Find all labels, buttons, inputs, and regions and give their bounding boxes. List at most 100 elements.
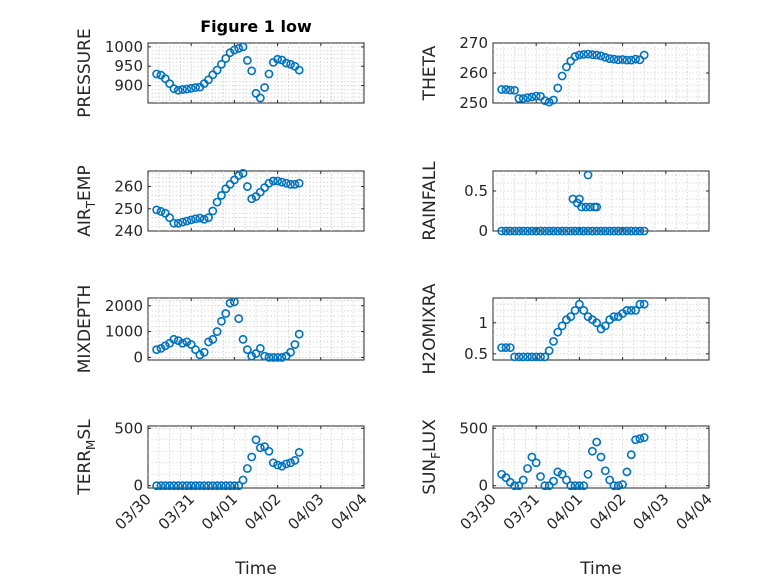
data-point <box>609 312 619 321</box>
data-point <box>592 202 602 212</box>
data-point <box>553 226 563 236</box>
data-point <box>234 44 244 53</box>
data-point <box>527 452 537 462</box>
data-point <box>575 299 584 309</box>
data-point <box>182 481 192 491</box>
data-point <box>570 52 580 61</box>
data-point <box>242 182 252 191</box>
data-point <box>247 351 257 361</box>
data-point <box>247 452 257 462</box>
data-point <box>523 226 532 236</box>
data-point <box>587 226 597 236</box>
data-point <box>514 481 524 491</box>
y-axis-label: H2OMIXRA <box>420 283 440 374</box>
data-point <box>549 336 558 346</box>
y-tick-label: 240 <box>114 222 143 240</box>
data-point <box>182 216 192 226</box>
data-point <box>229 45 239 55</box>
data-point <box>518 352 528 362</box>
y-tick-label: 1 <box>478 314 488 332</box>
data-point <box>613 481 623 491</box>
data-point <box>204 481 213 491</box>
data-point <box>510 481 519 491</box>
data-point <box>536 472 545 481</box>
data-point <box>635 434 645 444</box>
data-point <box>618 480 627 489</box>
y-tick-label: 500 <box>114 419 143 437</box>
data-point <box>251 435 261 445</box>
data-point <box>238 168 248 178</box>
data-point <box>549 476 558 486</box>
x-tick-label: 04/02 <box>241 490 284 533</box>
data-point <box>255 93 265 103</box>
data-point <box>622 55 632 65</box>
data-point <box>260 351 270 361</box>
data-point <box>247 194 257 204</box>
data-point <box>527 226 537 236</box>
data-point <box>286 59 295 69</box>
y-tick-label: 0.5 <box>464 345 488 363</box>
data-point <box>577 202 586 212</box>
data-point <box>186 83 196 93</box>
data-point <box>255 443 265 453</box>
data-point <box>242 56 252 65</box>
data-point <box>234 314 244 324</box>
data-point <box>156 207 166 216</box>
data-point <box>570 481 580 491</box>
data-point <box>195 350 205 360</box>
data-point <box>156 343 166 353</box>
data-point <box>583 49 593 59</box>
x-tick-label: 03/30 <box>457 490 500 533</box>
y-tick-label: 0 <box>478 222 488 240</box>
y-tick-label: 250 <box>459 94 488 112</box>
data-point <box>600 321 610 331</box>
data-point <box>204 337 213 347</box>
data-point <box>540 96 550 105</box>
data-point <box>286 347 295 357</box>
data-point <box>251 349 261 358</box>
y-tick-label: 250 <box>114 200 143 218</box>
data-point <box>277 353 287 362</box>
data-point <box>592 437 602 447</box>
data-point <box>290 456 300 465</box>
data-point <box>540 352 550 362</box>
data-point <box>553 327 563 337</box>
data-point <box>294 448 304 457</box>
data-point <box>587 50 597 60</box>
grid <box>493 171 709 231</box>
data-point <box>221 184 231 194</box>
data-point <box>613 226 623 236</box>
data-point <box>165 79 174 89</box>
data-point <box>609 226 619 236</box>
subplot-4: 0 0.5 RAINFALL <box>420 161 710 241</box>
data-point <box>583 469 593 479</box>
data-point <box>626 226 636 236</box>
y-tick-label: 0 <box>133 477 143 495</box>
y-tick-label: 260 <box>114 178 143 196</box>
data-point <box>639 226 649 236</box>
data-point <box>622 305 632 315</box>
data-point <box>165 481 174 491</box>
x-tick-label: 03/31 <box>500 490 543 533</box>
data-point <box>635 55 645 65</box>
data-point <box>178 217 187 227</box>
data-point <box>639 299 649 309</box>
data-point <box>195 213 205 223</box>
x-tick-label: 04/01 <box>198 490 241 533</box>
data-point <box>531 91 541 101</box>
data-point <box>268 353 278 362</box>
data-series <box>152 42 304 103</box>
data-point <box>160 208 170 218</box>
data-point <box>229 481 239 491</box>
axes-frame <box>492 170 710 232</box>
data-point <box>635 226 645 236</box>
chart-title: Figure 1 low <box>200 17 312 36</box>
data-point <box>579 226 589 236</box>
x-tick-label: 04/03 <box>284 490 327 533</box>
subplot-8: 0 500 SUNFLUX 03/30 03/31 04/01 04/02 04/03 04/0… <box>420 419 716 579</box>
y-tick-label: 270 <box>459 34 488 52</box>
data-point <box>518 94 528 103</box>
data-point <box>199 214 209 224</box>
data-series <box>152 297 304 362</box>
data-point <box>613 55 623 65</box>
